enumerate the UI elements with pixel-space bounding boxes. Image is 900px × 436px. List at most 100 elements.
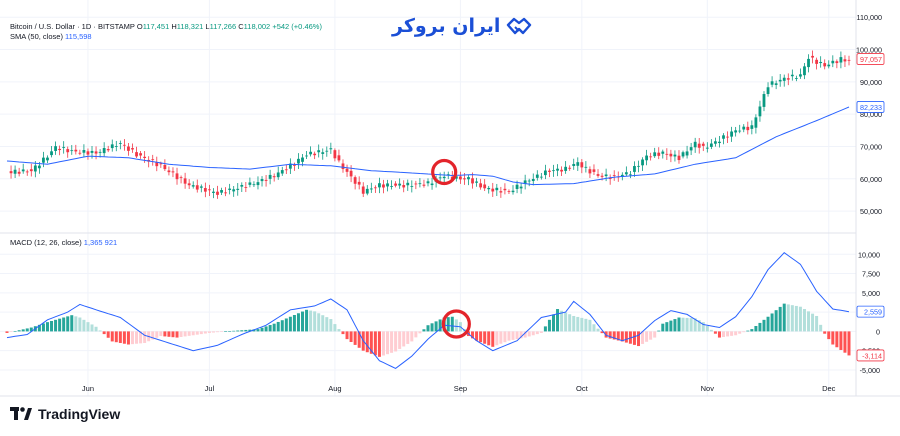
candle-body <box>203 188 207 192</box>
candle-body <box>475 181 478 183</box>
candle-body <box>730 131 734 137</box>
price-grid <box>0 0 856 233</box>
candle-body <box>511 190 515 193</box>
macd-histogram-bar <box>82 319 86 332</box>
time-tick-label: Jul <box>205 384 215 393</box>
candle-body <box>98 151 102 153</box>
candle-body <box>714 141 717 144</box>
candle-body <box>212 191 215 193</box>
macd-histogram-bar <box>369 331 373 354</box>
macd-histogram-bar <box>819 324 823 332</box>
macd-histogram-bar <box>709 329 713 332</box>
macd-histogram-bar <box>203 331 207 334</box>
candle-body <box>681 152 685 157</box>
tradingview-logo[interactable]: TradingView <box>10 406 120 422</box>
candle-body <box>799 74 802 77</box>
macd-histogram-bar <box>5 331 9 333</box>
candle-body <box>345 168 349 172</box>
candle-body <box>369 188 373 190</box>
candle-body <box>811 55 814 58</box>
candle-body <box>175 173 179 180</box>
macd-histogram-bar <box>321 315 325 332</box>
tv-logo-text: TradingView <box>38 406 121 422</box>
candle-body <box>467 177 470 180</box>
price-tags: 97,057 82,233 2,559 -3,114 <box>856 53 885 362</box>
candle-body <box>693 141 697 148</box>
macd-histogram-bar <box>527 331 531 337</box>
macd-histogram-bar <box>722 331 726 337</box>
macd-histogram-bar <box>317 313 321 332</box>
candle-body <box>774 83 778 85</box>
candle-body <box>122 144 126 146</box>
macd-legend[interactable]: MACD (12, 26, close) 1,365 921 <box>10 238 117 248</box>
candle-body <box>155 162 159 167</box>
macd-histogram-bar <box>835 331 839 348</box>
macd-histogram-bar <box>199 331 203 335</box>
macd-histogram-bar <box>329 319 333 332</box>
candle-body <box>718 141 721 144</box>
macd-histogram-bar <box>244 329 248 332</box>
macd-histogram-bar <box>519 331 523 339</box>
candle-body <box>208 189 211 191</box>
candle-body <box>543 170 547 176</box>
macd-histogram-bar <box>624 331 628 343</box>
macd-histogram-bar <box>479 331 483 343</box>
macd-histogram-bar <box>50 320 54 332</box>
price-tick-label: 60,000 <box>860 175 882 184</box>
sma-legend-label: SMA (50, close) <box>10 32 63 41</box>
macd-histogram-bar <box>163 331 167 337</box>
macd-histogram-bar <box>54 319 58 332</box>
candle-body <box>535 174 539 178</box>
macd-histogram-bar <box>604 331 608 338</box>
macd-histogram-bar <box>130 331 134 345</box>
macd-histogram-bar <box>398 331 402 349</box>
candle-body <box>758 106 762 117</box>
candle-body <box>268 174 272 179</box>
price-axis[interactable]: 50,000 60,000 70,000 80,000 90,000 100,000 110… <box>856 13 882 216</box>
candle-body <box>410 186 414 187</box>
macd-histogram-bar <box>207 331 211 333</box>
macd-histogram-bar <box>373 331 377 356</box>
candle-body <box>402 185 406 188</box>
macd-histogram-bar <box>422 329 426 332</box>
candle-body <box>612 175 616 176</box>
macd-histogram-bar <box>325 317 329 332</box>
candle-body <box>341 163 345 170</box>
ohlc-change: +542 (+0.46%) <box>272 22 322 31</box>
macd-histogram-bar <box>94 326 98 332</box>
candle-body <box>224 192 227 194</box>
macd-histogram-bar <box>802 309 806 332</box>
macd-histogram-bar <box>669 320 673 332</box>
macd-histogram-bar <box>13 331 17 332</box>
macd-histogram-bar <box>90 324 94 332</box>
candle-body <box>135 152 138 157</box>
symbol-title[interactable]: Bitcoin / U.S. Dollar · 1D · BITSTAMP <box>10 22 135 31</box>
macd-histogram-bar <box>681 317 685 332</box>
candle-body <box>114 146 118 147</box>
time-axis[interactable]: Jun Jul Aug Sep Oct Nov Dec <box>82 384 836 393</box>
macd-tick-label: 7,500 <box>862 270 880 279</box>
candle-body <box>576 162 580 166</box>
price-tick-label: 50,000 <box>860 207 882 216</box>
candle-body <box>620 174 624 177</box>
candle-body <box>9 171 13 174</box>
macd-histogram-bar <box>102 331 106 335</box>
macd-histogram-bar <box>402 331 406 347</box>
macd-histogram-bar <box>454 319 458 332</box>
price-tick-label: 100,000 <box>856 46 882 55</box>
candle-body <box>483 184 487 189</box>
candle-body <box>406 182 410 186</box>
macd-histogram-bar <box>596 328 600 332</box>
candle-body <box>742 126 746 130</box>
candle-body <box>653 152 657 157</box>
macd-histogram-bar <box>62 317 66 332</box>
sma-legend[interactable]: SMA (50, close) 115,598 <box>10 32 92 42</box>
candle-body <box>782 77 786 81</box>
candle-body <box>580 162 584 168</box>
candle-body <box>46 157 49 161</box>
macd-histogram-bar <box>608 331 612 339</box>
candle-body <box>548 170 551 172</box>
macd-highlight-circle <box>441 309 471 339</box>
candle-body <box>823 63 827 67</box>
